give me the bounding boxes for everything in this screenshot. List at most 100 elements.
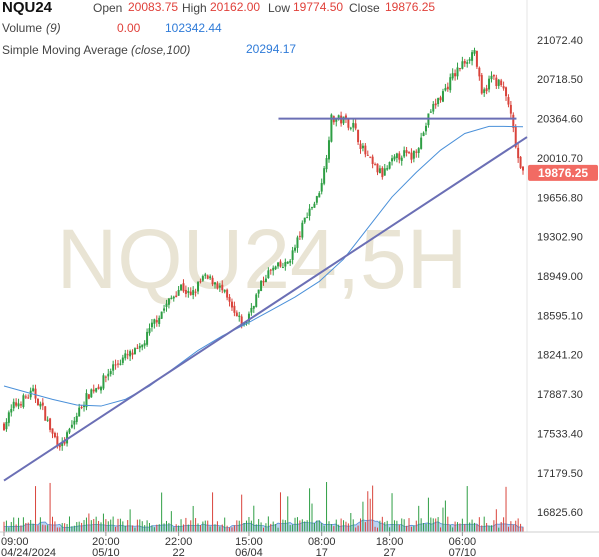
candle-body xyxy=(492,74,495,77)
candle-body xyxy=(83,405,86,408)
candle-body xyxy=(323,168,326,184)
candle-body xyxy=(432,104,435,112)
candle-body xyxy=(167,298,170,305)
candle-body xyxy=(519,156,522,168)
high-label: High xyxy=(182,1,207,15)
candle-body xyxy=(347,118,350,128)
candle-body xyxy=(262,280,265,283)
candle-body xyxy=(395,153,398,158)
candle-body xyxy=(206,275,209,279)
candle-body xyxy=(221,284,224,291)
x-tick-time: 09:00 xyxy=(1,536,29,548)
candle-body xyxy=(250,307,253,313)
candle-body xyxy=(36,398,39,406)
candle-body xyxy=(194,291,197,293)
candle-body xyxy=(298,235,301,237)
candle-body xyxy=(417,148,420,154)
y-tick-label: 20718.50 xyxy=(537,74,583,86)
candle-body xyxy=(357,129,360,143)
candle-body xyxy=(269,269,272,271)
x-tick-date: 22 xyxy=(172,547,184,557)
candle-body xyxy=(247,313,250,322)
candle-body xyxy=(490,75,493,80)
x-tick-date: 05/10 xyxy=(92,547,120,557)
candle-body xyxy=(252,305,255,309)
candle-body xyxy=(107,373,110,377)
candle-body xyxy=(306,217,309,219)
candle-body xyxy=(131,352,134,355)
candle-body xyxy=(439,97,442,101)
candle-body xyxy=(116,363,119,365)
x-tick-time: 08:00 xyxy=(308,536,336,548)
candle-body xyxy=(303,217,306,223)
candle-body xyxy=(216,283,219,289)
candle-body xyxy=(197,282,200,292)
y-tick-label: 18949.00 xyxy=(537,271,583,283)
candle-body xyxy=(313,203,316,208)
candle-body xyxy=(371,156,374,165)
candle-body xyxy=(393,156,396,160)
candle-body xyxy=(211,277,214,285)
x-tick-date: 06/04 xyxy=(235,547,263,557)
x-tick-date: 27 xyxy=(383,547,395,557)
y-tick-label: 18595.10 xyxy=(537,310,583,322)
candle-body xyxy=(286,261,289,264)
candle-body xyxy=(500,80,503,86)
candle-body xyxy=(34,388,37,399)
open-label: Open xyxy=(93,1,123,15)
candle-body xyxy=(87,394,90,399)
candle-body xyxy=(29,390,32,398)
candle-body xyxy=(420,137,423,149)
candle-body xyxy=(238,315,241,317)
candle-body xyxy=(473,50,476,54)
close-value: 19876.25 xyxy=(385,0,436,14)
y-axis: 21072.40 20718.50 20364.60 20010.70 19656.80… xyxy=(537,35,583,519)
candle-body xyxy=(46,419,49,421)
candle-body xyxy=(429,111,432,113)
candle-body xyxy=(483,89,486,93)
low-value: 19774.50 xyxy=(293,0,344,14)
candle-body xyxy=(264,278,267,282)
candle-body xyxy=(109,371,112,375)
candle-body xyxy=(7,412,10,423)
candle-body xyxy=(281,267,284,269)
candle-body xyxy=(17,403,20,407)
candle-body xyxy=(41,402,44,406)
candle-body xyxy=(150,322,153,328)
candle-body xyxy=(378,168,381,174)
candle-body xyxy=(255,294,258,307)
candle-body xyxy=(138,345,141,349)
candle-body xyxy=(78,407,81,417)
candle-body xyxy=(337,115,340,119)
candle-body xyxy=(218,285,221,288)
sma-line xyxy=(3,125,524,407)
candle-body xyxy=(277,262,280,267)
candle-body xyxy=(49,418,52,430)
candle-body xyxy=(192,290,195,296)
candle-body xyxy=(177,289,180,296)
candle-body xyxy=(58,443,61,448)
high-value: 20162.00 xyxy=(210,0,261,14)
candle-body xyxy=(315,196,318,203)
candle-body xyxy=(126,354,129,356)
candle-body xyxy=(112,364,115,371)
candle-body xyxy=(291,250,294,260)
candle-body xyxy=(158,317,161,324)
candle-body xyxy=(376,163,379,173)
last-price-tag: 19876.25 xyxy=(528,164,598,181)
candle-body xyxy=(403,150,406,157)
candle-body xyxy=(505,87,508,97)
trend-line xyxy=(3,136,528,482)
candle-body xyxy=(446,86,449,90)
candle-body xyxy=(364,145,367,155)
candle-body xyxy=(335,119,338,122)
low-label: Low xyxy=(268,1,291,15)
volume-param: (9) xyxy=(46,21,61,35)
candle-body xyxy=(422,132,425,136)
candle-body xyxy=(488,78,491,90)
volume-change: 0.00 xyxy=(117,21,141,35)
candle-body xyxy=(471,52,474,61)
candle-body xyxy=(456,67,459,77)
